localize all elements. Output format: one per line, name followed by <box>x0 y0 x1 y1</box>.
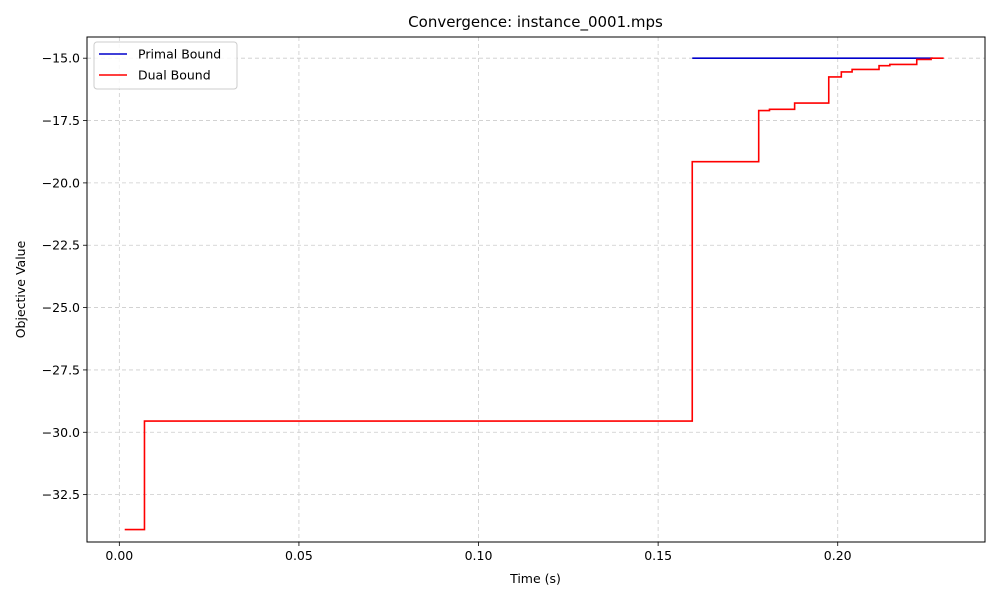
legend-label-primal-bound: Primal Bound <box>138 47 221 62</box>
y-tick-label: −27.5 <box>42 362 80 377</box>
x-tick-label: 0.10 <box>465 548 493 563</box>
y-tick-label: −32.5 <box>42 487 80 502</box>
plot-area-frame <box>86 36 986 543</box>
y-tick-label: −25.0 <box>42 300 80 315</box>
x-tick-label: 0.15 <box>644 548 672 563</box>
chart-title: Convergence: instance_0001.mps <box>408 13 663 32</box>
y-axis-label: Objective Value <box>13 240 28 338</box>
x-tick-label: 0.00 <box>105 548 133 563</box>
ticks: 0.00 0.05 0.10 0.15 0.20 −32.5 −30.0 −27.5 −25.0… <box>42 51 852 563</box>
y-tick-label: −20.0 <box>42 175 80 190</box>
y-tick-label: −30.0 <box>42 425 80 440</box>
y-tick-label: −22.5 <box>42 238 80 253</box>
x-axis-label: Time (s) <box>509 571 561 586</box>
legend: Primal Bound Dual Bound <box>93 41 238 90</box>
y-tick-label: −15.0 <box>42 51 80 66</box>
legend-label-dual-bound: Dual Bound <box>138 68 211 83</box>
y-tick-label: −17.5 <box>42 113 80 128</box>
legend-box <box>93 41 238 90</box>
x-tick-label: 0.20 <box>824 548 852 563</box>
x-tick-label: 0.05 <box>285 548 313 563</box>
dual-bound-line <box>124 57 944 531</box>
series-layer <box>124 57 944 531</box>
